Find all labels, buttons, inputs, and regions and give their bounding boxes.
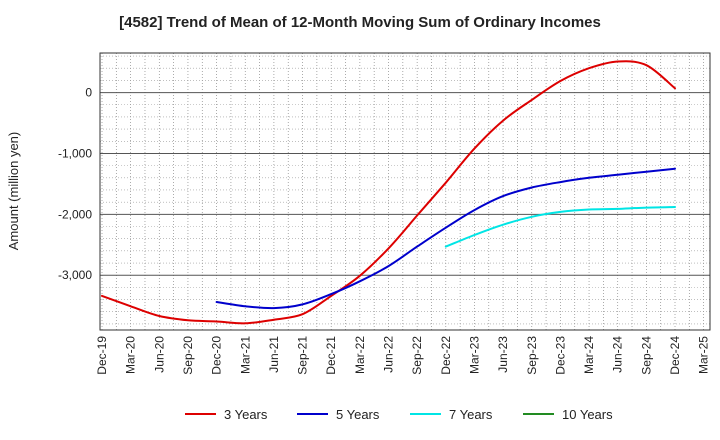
plot-border [99,52,711,331]
x-tick-label: Mar-25 [697,336,711,374]
x-tick-label: Sep-20 [181,336,195,375]
line-layer [101,60,676,325]
x-tick-label: Jun-23 [496,336,510,373]
legend-label: 5 Years [336,407,380,422]
y-tick-label: -2,000 [58,207,92,221]
x-tick-label: Jun-20 [152,336,166,373]
x-tick-label: Dec-22 [439,336,453,375]
x-tick-label: Dec-21 [324,336,338,375]
series-line-3-years [101,60,676,325]
x-tick-label: Dec-23 [553,336,567,375]
legend-label: 7 Years [449,407,493,422]
legend: 3 Years 5 Years 7 Years 10 Years [185,407,613,422]
x-tick-label: Dec-24 [668,336,682,375]
x-tick-layer: Dec-19 Mar-20 Jun-20 Sep-20 Dec-20 Mar-21 Jun-… [95,336,711,375]
legend-label: 10 Years [562,407,613,422]
y-tick-label: -3,000 [58,268,92,282]
y-tick-label: -1,000 [58,146,92,160]
series-line-7-years [444,206,676,248]
x-tick-label: Mar-22 [353,336,367,374]
y-tick-label: 0 [85,86,92,100]
x-tick-label: Mar-21 [238,336,252,374]
y-axis-title: Amount (million yen) [6,132,21,251]
x-tick-label: Jun-22 [382,336,396,373]
x-tick-label: Sep-22 [410,336,424,375]
x-tick-label: Sep-21 [296,336,310,375]
x-tick-label: Sep-23 [525,336,539,375]
x-tick-label: Mar-24 [582,336,596,374]
x-tick-label: Sep-24 [639,336,653,375]
chart-title: [4582] Trend of Mean of 12-Month Moving … [119,14,601,31]
legend-label: 3 Years [224,407,268,422]
x-tick-label: Dec-20 [210,336,224,375]
x-tick-label: Mar-23 [467,336,481,374]
x-tick-label: Dec-19 [95,336,109,375]
x-tick-label: Mar-20 [124,336,138,374]
grid-layer [100,53,710,330]
series-line-5-years [215,167,676,310]
x-tick-label: Jun-24 [611,336,625,373]
x-tick-label: Jun-21 [267,336,281,373]
plot-background [100,53,710,330]
y-tick-layer: 0 -1,000 -2,000 -3,000 [58,86,92,283]
